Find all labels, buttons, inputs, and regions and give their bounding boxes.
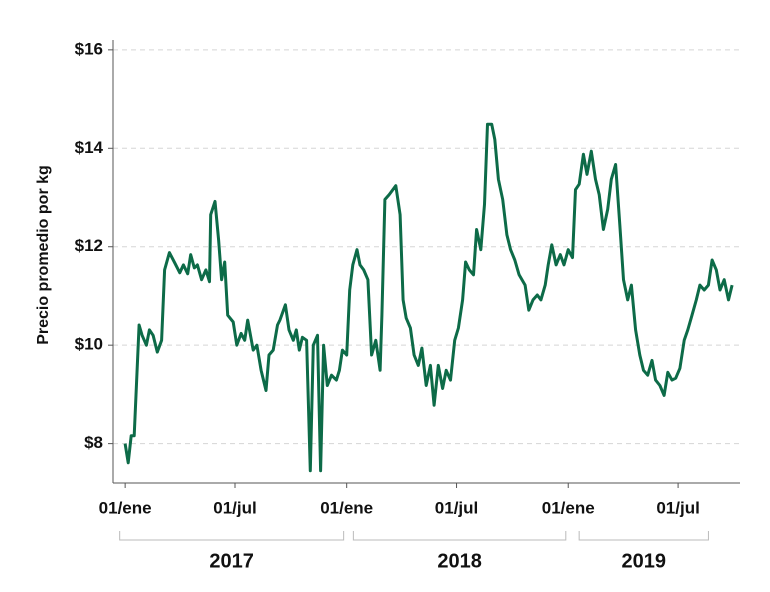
y-tick-label: $16 (75, 39, 103, 58)
year-label: 2019 (622, 550, 667, 572)
year-label: 2017 (209, 550, 254, 572)
y-axis-label: Precio promedio por kg (35, 165, 52, 345)
y-tick-label: $10 (75, 335, 103, 354)
x-tick-label: 01/ene (542, 498, 595, 517)
y-tick-label: $14 (75, 138, 104, 157)
x-tick-label: 01/ene (320, 498, 373, 517)
year-label: 2018 (437, 550, 482, 572)
price-line (123, 122, 734, 473)
x-tick-label: 01/jul (656, 498, 699, 517)
year-bracket (352, 531, 567, 541)
x-tick-label: 01/ene (99, 498, 152, 517)
year-bracket (578, 531, 709, 541)
y-tick-label: $12 (75, 236, 103, 255)
y-tick-label: $8 (84, 433, 103, 452)
x-tick-label: 01/jul (435, 498, 478, 517)
x-tick-label: 01/jul (213, 498, 256, 517)
year-bracket (119, 531, 345, 541)
